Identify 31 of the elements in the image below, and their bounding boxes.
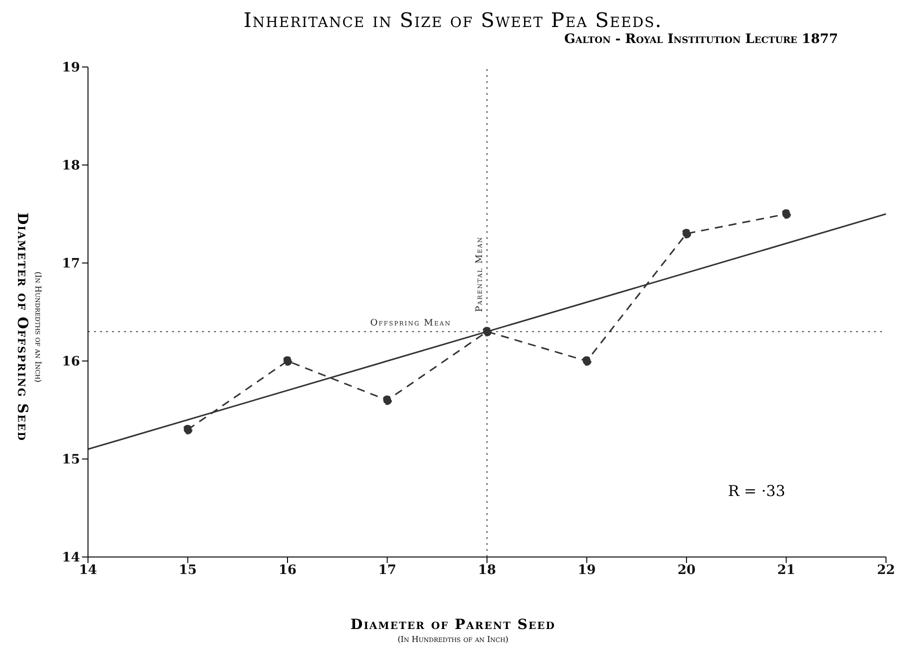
y-tick-label: 19 [62,60,80,76]
chart-subtitle: Galton - Royal Institution Lecture 1877 [563,32,839,47]
point [282,356,292,366]
x-tick-label: 18 [478,563,496,578]
text: (In Hundredths of an Inch) [396,635,510,644]
x-tick-label: 16 [278,563,297,578]
chart-title: Inheritance in Size of Sweet Pea Seeds. [242,8,664,32]
y-tick-label: 17 [62,256,80,272]
x-tick-label: 17 [378,563,396,578]
y-axis-title: Diameter of Offspring Seed [14,212,30,442]
x-tick-label: 22 [876,563,896,578]
point [482,326,492,336]
point [183,424,192,434]
x-tick-label: 21 [777,563,796,578]
x-tick-label: 20 [677,563,696,578]
x-tick-label: 15 [178,563,197,578]
y-tick-label: 16 [62,354,80,370]
text: (In Hundredths of an Inch) [34,272,42,382]
annotation: R = ·33 [728,482,786,500]
y-tick-label: 14 [62,550,80,566]
point [682,228,692,238]
y-tick-label: 15 [62,452,80,468]
x-tick-label: 19 [578,563,596,578]
x-tick-label: 14 [78,563,98,578]
y-tick-label: 18 [62,158,80,174]
point [782,209,791,219]
ref-line-label: Offspring Mean [370,318,452,329]
x-axis-title: Diameter of Parent Seed [350,617,556,633]
ref-line-label: Parental Mean [475,236,485,312]
point [582,356,592,366]
point [382,395,392,405]
